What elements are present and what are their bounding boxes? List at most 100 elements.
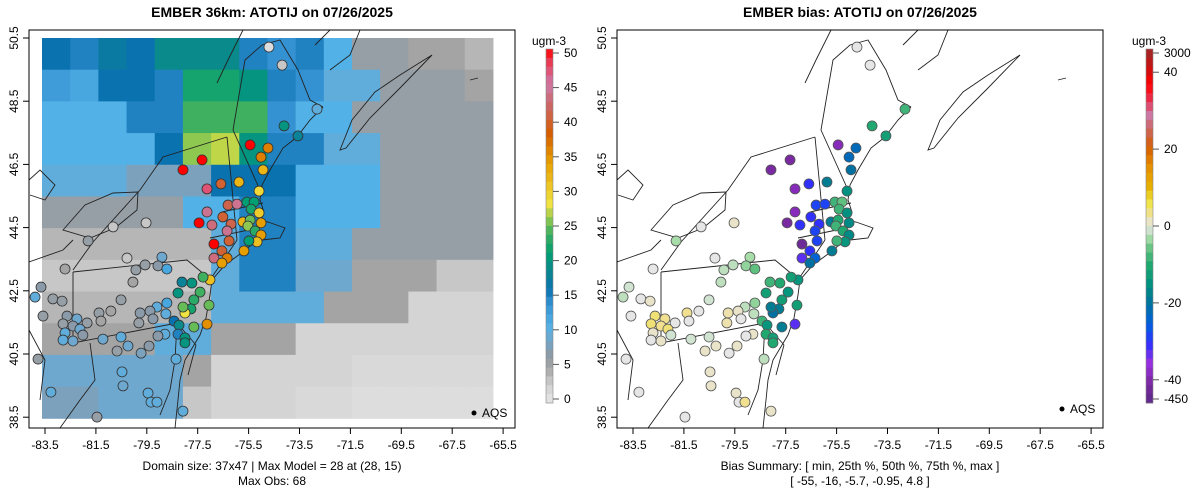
obs-station-marker	[172, 287, 184, 299]
colorbar-swatch	[546, 279, 553, 289]
grid-cell	[408, 228, 438, 261]
bias-station-marker	[821, 176, 833, 188]
colorbar-swatch	[1146, 305, 1153, 315]
colorbar-swatch	[1146, 296, 1153, 307]
grid-cell	[464, 69, 494, 102]
colorbar-swatch	[546, 199, 553, 209]
grid-cell	[154, 101, 184, 134]
grid-cell	[70, 259, 99, 293]
grid-cell	[436, 133, 466, 166]
axes: -83.5 -81.5 -79.5 -77.5 -75.5 -73.5 -71.5 -69.5…	[7, 26, 517, 452]
colorbar-swatch	[546, 394, 553, 404]
grid-cell	[295, 354, 325, 388]
obs-station-marker	[111, 345, 123, 357]
grid-cell	[323, 386, 353, 419]
colorbar-swatch	[1146, 279, 1153, 289]
colorbar-swatch	[546, 172, 553, 183]
bias-station-marker	[880, 130, 892, 142]
grid-cell	[70, 38, 99, 71]
obs-station-marker	[253, 207, 265, 219]
grid-cell	[352, 291, 381, 324]
bias-station-marker	[843, 151, 855, 163]
obs-station-marker	[142, 387, 154, 399]
obs-station-marker	[81, 317, 93, 329]
obs-station-marker	[188, 294, 200, 306]
obs-station-marker	[147, 313, 159, 325]
grid-cell	[380, 323, 409, 356]
colorbar-swatch	[1146, 367, 1153, 377]
grid-cell	[380, 196, 409, 229]
y-tick-label: 40.5	[7, 342, 21, 366]
bias-station-marker	[749, 297, 761, 309]
grid-cell	[352, 228, 381, 261]
bias-station-marker	[782, 286, 794, 298]
colorbar-unit: ugm-3	[1132, 34, 1166, 48]
bias-station-marker	[796, 238, 808, 250]
x-tick-label: -81.5	[82, 438, 110, 452]
obs-station-marker	[255, 217, 267, 229]
bias-station-marker	[644, 295, 656, 307]
grid-cell	[98, 259, 128, 293]
colorbar-swatch	[1146, 146, 1153, 156]
colorbar-swatch	[1146, 252, 1153, 262]
bias-station-marker	[721, 317, 733, 329]
x-tick-label: -65.5	[489, 438, 517, 452]
bias-station-marker	[727, 259, 739, 271]
grid-cell	[267, 291, 297, 324]
colorbar-swatch	[546, 66, 553, 76]
bias-station-marker	[740, 330, 752, 342]
bias-station-marker	[841, 207, 853, 219]
x-tick-label: -67.5	[1027, 438, 1055, 452]
colorbar-tick-label: 50	[564, 46, 578, 60]
bias-station-marker	[645, 318, 657, 330]
grid-cell	[436, 164, 466, 197]
obs-station-marker	[201, 183, 213, 195]
model-field-grid	[42, 38, 494, 419]
grid-cell	[352, 354, 381, 388]
colorbar-swatch	[1146, 110, 1153, 121]
obs-station-marker	[97, 333, 109, 345]
grid-cell	[352, 164, 381, 197]
grid-cell	[352, 386, 381, 419]
colorbar-tick-label: 15	[564, 288, 578, 302]
bias-station-marker	[620, 353, 632, 365]
bias-station-marker	[794, 219, 806, 231]
grid-cell	[239, 101, 268, 134]
obs-station-marker	[221, 225, 233, 237]
colorbar-tick-label: 0	[1164, 219, 1171, 233]
colorbar-swatch	[546, 137, 553, 147]
colorbar-tick-label: -20	[1164, 296, 1182, 310]
bias-station-marker	[758, 353, 770, 365]
y-tick-label: 42.5	[595, 279, 609, 303]
bias-station-marker	[709, 252, 721, 264]
obs-station-marker	[196, 154, 208, 166]
obs-station-marker	[37, 310, 49, 322]
bias-station-marker	[633, 386, 645, 398]
bias-station-marker	[809, 225, 821, 237]
obs-station-marker	[77, 329, 89, 341]
bias-station-marker	[851, 41, 863, 53]
grid-cell	[380, 291, 409, 324]
bias-station-marker	[784, 154, 796, 166]
grid-cell	[408, 291, 438, 324]
obs-station-marker	[208, 238, 220, 250]
x-tick-label: -69.5	[388, 438, 416, 452]
colorbar-swatch	[1146, 164, 1153, 174]
grid-cell	[267, 196, 297, 229]
obs-station-marker	[170, 353, 182, 365]
bias-station-marker	[810, 199, 822, 211]
colorbar-tick-label: -450	[1164, 392, 1188, 406]
grid-cell	[323, 133, 353, 166]
colorbar: 3000 40 20 0 -20 -40 -450	[1145, 46, 1191, 406]
bias-station-marker	[699, 345, 711, 357]
grid-cell	[98, 38, 128, 71]
grid-cell	[295, 164, 325, 197]
obs-station-marker	[32, 353, 44, 365]
bias-station-marker	[819, 198, 831, 210]
grid-cell	[408, 386, 438, 419]
bias-station-marker	[843, 217, 855, 229]
bias-station-marker	[761, 319, 773, 331]
grid-cell	[154, 38, 184, 71]
obs-station-marker	[133, 317, 145, 329]
colorbar-swatch	[546, 119, 553, 130]
